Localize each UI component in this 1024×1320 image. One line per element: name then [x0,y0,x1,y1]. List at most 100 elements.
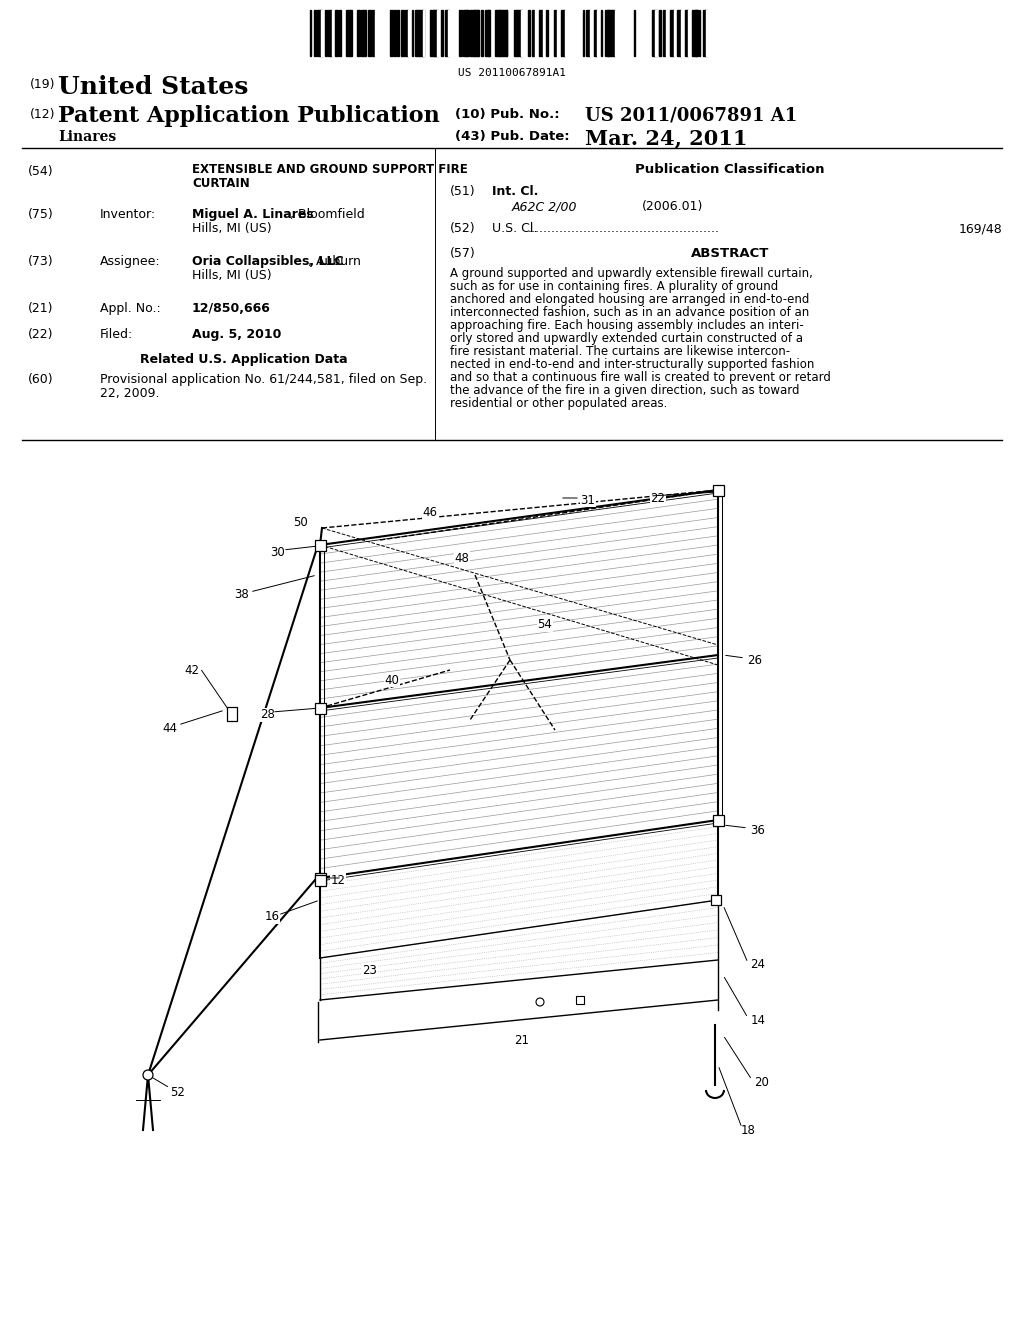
Bar [328,11,332,55]
Bar [550,11,555,55]
Bar [514,11,517,55]
Bar [390,11,393,55]
Bar [379,11,383,55]
Bar [575,997,584,1005]
Bar [423,11,424,55]
Bar [630,11,633,55]
Bar [339,11,341,55]
Bar [615,11,616,55]
Text: 22: 22 [650,491,666,504]
Text: Patent Application Publication: Patent Application Publication [58,106,439,127]
Bar [353,11,358,55]
Circle shape [143,1071,153,1080]
Bar [433,11,438,55]
Bar [416,11,419,55]
Text: 28: 28 [260,709,275,722]
Bar [627,11,630,55]
Bar [412,11,414,55]
Bar [594,11,597,55]
Bar [517,11,521,55]
Bar [571,11,577,55]
Bar [713,814,724,825]
Bar [521,11,522,55]
Bar [604,11,609,55]
Text: Publication Classification: Publication Classification [635,162,824,176]
Bar [711,895,721,906]
Bar [321,11,324,55]
Text: 44: 44 [163,722,177,734]
Bar [713,484,724,495]
Bar [623,11,628,55]
Text: 50: 50 [293,516,307,528]
Text: (57): (57) [450,247,476,260]
Text: , Bloomfield: , Bloomfield [290,209,365,220]
Bar [568,11,569,55]
Text: U.S. Cl.: U.S. Cl. [492,222,538,235]
Bar [510,11,513,55]
Bar [637,11,640,55]
Bar [484,11,488,55]
Bar [449,11,450,55]
Bar [310,11,311,55]
Bar [441,11,443,55]
Bar [470,11,475,55]
Bar [531,11,534,55]
Bar [332,11,335,55]
Text: ................................................: ........................................… [528,222,720,235]
Bar [357,11,360,55]
Bar [477,11,478,55]
Bar [695,11,698,55]
Bar [597,11,602,55]
Bar [430,11,435,55]
Bar [667,11,671,55]
Text: such as for use in containing fires. A plurality of ground: such as for use in containing fires. A p… [450,280,778,293]
Text: 48: 48 [455,552,469,565]
Bar [677,11,681,55]
Text: 21: 21 [514,1034,529,1047]
Bar [506,11,508,55]
Text: Inventor:: Inventor: [100,209,156,220]
Text: Aug. 5, 2010: Aug. 5, 2010 [193,327,282,341]
Bar [437,11,441,55]
Text: (51): (51) [450,185,475,198]
Bar [369,11,371,55]
Text: nected in end-to-end and inter-structurally supported fashion: nected in end-to-end and inter-structura… [450,358,814,371]
Bar [652,11,656,55]
Bar [459,11,462,55]
Bar [536,11,540,55]
Text: (12): (12) [30,108,55,121]
Bar [360,11,365,55]
Text: US 2011/0067891 A1: US 2011/0067891 A1 [585,106,798,124]
Bar [488,11,489,55]
Bar [601,11,602,55]
Bar [456,11,457,55]
Text: and so that a continuous fire wall is created to prevent or retard: and so that a continuous fire wall is cr… [450,371,830,384]
Bar [699,11,700,55]
Text: CURTAIN: CURTAIN [193,177,250,190]
Text: 20: 20 [755,1076,769,1089]
Bar [539,11,543,55]
Bar [499,11,503,55]
Text: (52): (52) [450,222,475,235]
Text: 12/850,666: 12/850,666 [193,302,271,315]
Bar [346,11,350,55]
Bar [561,11,564,55]
Bar [620,11,622,55]
Text: Int. Cl.: Int. Cl. [492,185,539,198]
Bar [343,11,347,55]
Text: 14: 14 [751,1014,766,1027]
Text: (22): (22) [28,327,53,341]
Text: residential or other populated areas.: residential or other populated areas. [450,397,668,411]
Bar [313,11,316,55]
Bar [543,11,548,55]
Bar [452,11,455,55]
Bar [674,11,678,55]
Bar [590,11,592,55]
Bar [611,11,615,55]
Bar [587,11,590,55]
Text: Related U.S. Application Data: Related U.S. Application Data [140,352,347,366]
Text: Miguel A. Linares: Miguel A. Linares [193,209,313,220]
Text: United States: United States [58,75,249,99]
Text: , Auburn: , Auburn [308,255,360,268]
Text: (75): (75) [28,209,53,220]
